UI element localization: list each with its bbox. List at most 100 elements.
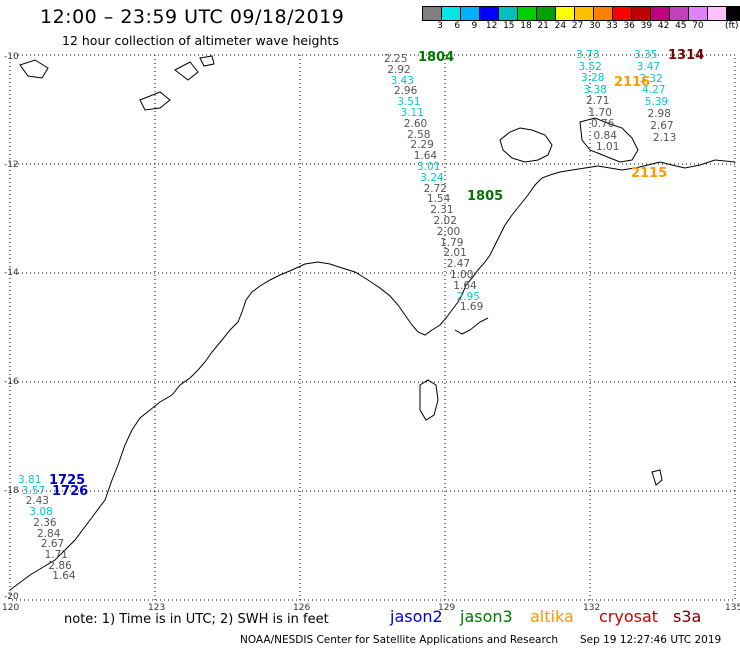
swh-value: 3.47 [636, 60, 661, 73]
pass-label: 1804 [418, 50, 455, 65]
swh-value: 2.67 [650, 119, 674, 132]
legend-swatch [726, 6, 740, 21]
swh-value: 3.52 [578, 60, 602, 73]
swh-value: 3.38 [583, 83, 607, 96]
pass-label: 1314 [668, 48, 705, 63]
swh-value: 2.84 [37, 527, 61, 540]
longitude-label: 129 [438, 603, 456, 613]
swh-value: 2.95 [456, 290, 480, 303]
legend-label: 45 [675, 21, 687, 31]
legend-label: 30 [589, 21, 601, 31]
footer-note: note: 1) Time is in UTC; 2) SWH is in fe… [64, 612, 329, 627]
longitude-label: 132 [583, 603, 601, 613]
satellite-name: cryosat [599, 607, 659, 626]
map-frame [9, 54, 736, 601]
legend-label: 27 [571, 21, 584, 31]
swh-value: 2.47 [446, 258, 471, 271]
swh-value: 1.64 [52, 570, 76, 583]
satellite-name: altika [530, 607, 574, 626]
legend-label: 42 [657, 21, 670, 31]
swh-value: 2.58 [407, 128, 431, 141]
latitude-label: -16 [4, 377, 19, 387]
swh-value: 1.79 [440, 236, 464, 249]
swh-value: 2.43 [25, 495, 49, 508]
swh-value: 3.11 [400, 107, 424, 119]
longitude-label: 135 [725, 603, 740, 613]
legend-label: 33 [606, 21, 618, 31]
pass-label: 1726 [52, 484, 89, 499]
swh-value: 2.98 [647, 108, 671, 120]
swh-value: 2.72 [423, 182, 447, 195]
swh-value: 2.31 [430, 204, 454, 217]
swh-value: 2.67 [40, 538, 65, 551]
color-legend [422, 6, 740, 21]
latitude-label: -10 [4, 52, 19, 62]
swh-value: 1.01 [596, 141, 620, 153]
swh-value: 0.84 [593, 129, 617, 142]
pass-label: 1725 [49, 473, 86, 488]
satellite-name: s3a [673, 607, 702, 626]
timestamp-text: Sep 19 12:27:46 UTC 2019 [580, 634, 722, 646]
pass-label: 1805 [467, 189, 504, 204]
latitude-label: -20 [4, 592, 19, 602]
swh-value: 3.51 [397, 96, 421, 109]
satellite-name: jason3 [460, 607, 513, 626]
legend-label: 3 [437, 21, 443, 31]
legend-label: 36 [623, 21, 635, 31]
swh-value: 1.64 [453, 279, 477, 292]
swh-value: 3.24 [420, 171, 444, 184]
legend-label: 39 [640, 21, 653, 31]
latitude-label: -14 [4, 268, 19, 278]
legend-label: 21 [537, 21, 549, 31]
swh-value: 1.71 [44, 548, 68, 561]
latitude-label: -12 [4, 160, 19, 170]
swh-value: 3.01 [417, 161, 441, 173]
swh-value: 2.02 [433, 215, 457, 227]
latitude-label: -18 [4, 486, 19, 496]
swh-value: 2.71 [586, 95, 610, 107]
legend-label: 18 [520, 21, 532, 31]
swh-value: 2.01 [443, 247, 467, 260]
swh-value: 2.86 [48, 559, 72, 572]
legend-label: 6 [454, 21, 461, 31]
legend-label: 70 [692, 21, 704, 31]
swh-value: 2.29 [410, 139, 434, 152]
swh-value: 5.39 [644, 96, 669, 109]
swh-value: 3.32 [639, 72, 663, 85]
swh-value: 3.73 [576, 49, 600, 61]
swh-value: 2.92 [387, 63, 411, 76]
pass-label: 2115 [631, 166, 668, 181]
swh-value: 3.81 [18, 474, 42, 486]
pass-label: 2116 [614, 75, 651, 90]
swh-value: 4.27 [642, 84, 666, 97]
legend-label: 12 [485, 21, 498, 31]
swh-value: 1.64 [413, 150, 438, 163]
swh-value: 3.08 [29, 506, 53, 519]
swh-value: 3.28 [581, 72, 605, 84]
longitude-label: 120 [2, 603, 20, 613]
legend-label: 9 [471, 21, 478, 31]
page-title: 12:00 – 23:59 UTC 09/18/2019 [40, 6, 345, 28]
coastline [9, 55, 736, 591]
longitude-label: 126 [293, 603, 311, 613]
swh-value: 2.00 [436, 225, 461, 238]
swh-value: 1.00 [450, 269, 474, 281]
satellite-name: jason2 [390, 607, 443, 626]
gridlines [10, 55, 735, 600]
swh-value: 1.69 [459, 301, 484, 314]
swh-value: 2.25 [384, 53, 408, 65]
swh-value: 2.60 [403, 117, 428, 130]
swh-value: 3.35 [634, 49, 658, 61]
swh-value: 2.13 [652, 131, 677, 144]
swh-value: 2.96 [393, 85, 418, 98]
longitude-label: 123 [148, 603, 166, 613]
swh-value: 1.70 [588, 106, 612, 119]
swh-value: 3.43 [390, 74, 414, 87]
legend-label: 24 [554, 21, 567, 31]
legend-unit: (ft) [725, 21, 739, 31]
swh-value: 1.54 [426, 193, 451, 206]
page-subtitle: 12 hour collection of altimeter wave hei… [62, 33, 339, 48]
legend-label: 15 [503, 21, 515, 31]
credit-text: NOAA/NESDIS Center for Satellite Applica… [240, 634, 558, 646]
